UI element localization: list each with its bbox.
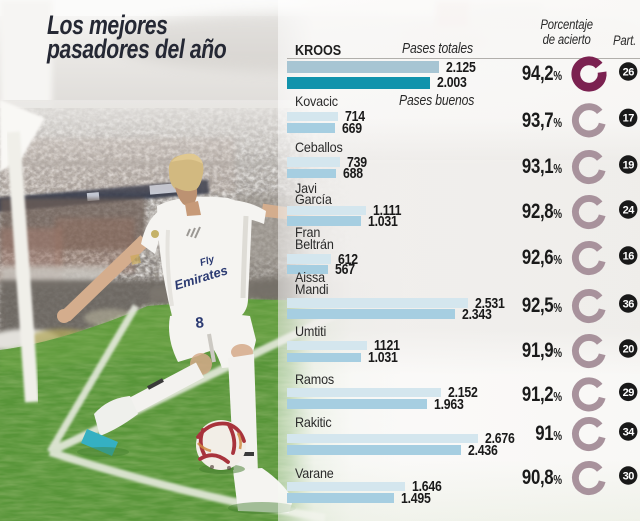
svg-text:17: 17	[623, 113, 635, 125]
svg-text:36: 36	[623, 298, 635, 310]
svg-text:8: 8	[195, 314, 205, 332]
svg-text:29: 29	[623, 387, 635, 399]
svg-text:16: 16	[623, 250, 635, 262]
svg-text:20: 20	[623, 343, 635, 355]
svg-text:34: 34	[623, 426, 636, 438]
svg-text:24: 24	[623, 204, 636, 216]
svg-text:Fly: Fly	[199, 254, 216, 269]
svg-text:26: 26	[623, 66, 635, 78]
svg-text:30: 30	[623, 470, 635, 482]
svg-text:19: 19	[623, 159, 635, 171]
